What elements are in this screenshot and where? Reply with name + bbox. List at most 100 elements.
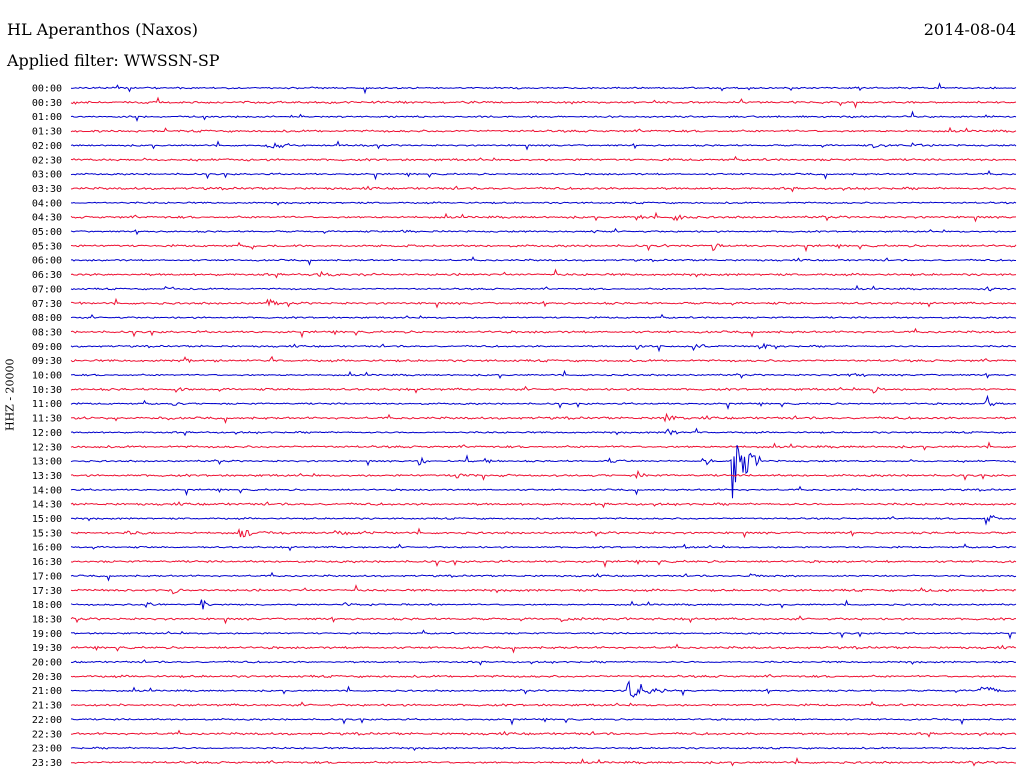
row-time-label: 14:00	[32, 485, 62, 496]
row-time-label: 17:30	[32, 586, 62, 597]
row-time-label: 09:30	[32, 356, 62, 367]
row-time-label: 16:30	[32, 557, 62, 568]
trace-row	[70, 110, 1017, 123]
trace-row	[70, 268, 1017, 279]
trace-row	[70, 469, 1017, 481]
trace-row	[70, 385, 1017, 394]
row-time-label: 10:00	[32, 371, 62, 382]
row-time-label: 00:00	[32, 84, 62, 95]
trace-row	[70, 746, 1017, 752]
trace-row	[70, 201, 1017, 206]
row-time-label: 19:00	[32, 629, 62, 640]
trace-row	[70, 342, 1017, 353]
row-time-label: 01:00	[32, 112, 62, 123]
row-time-label: 08:30	[32, 327, 62, 338]
row-time-label: 23:00	[32, 744, 62, 755]
trace-row	[70, 584, 1017, 595]
row-time-label: 08:00	[32, 313, 62, 324]
row-time-label: 16:00	[32, 543, 62, 554]
row-time-label: 18:00	[32, 600, 62, 611]
trace-row	[70, 369, 1017, 379]
row-time-label: 17:00	[32, 571, 62, 582]
trace-row	[70, 169, 1016, 181]
trace-row	[70, 256, 1017, 266]
trace-row	[70, 412, 1017, 424]
trace-row	[70, 126, 1017, 133]
row-time-label: 11:30	[32, 414, 62, 425]
trace-row	[70, 629, 1017, 640]
trace-row	[70, 659, 1017, 666]
trace-row	[70, 615, 1017, 625]
row-time-label: 21:00	[32, 686, 62, 697]
row-time-label: 02:00	[32, 141, 62, 152]
row-time-label: 07:00	[32, 284, 62, 295]
row-time-label: 23:30	[32, 758, 62, 769]
row-time-label: 15:30	[32, 528, 62, 539]
trace-row	[70, 571, 1017, 582]
row-time-label: 07:30	[32, 299, 62, 310]
trace-row	[70, 700, 1017, 707]
row-time-label: 01:30	[32, 127, 62, 138]
row-time-label: 02:30	[32, 155, 62, 166]
row-time-label: 18:30	[32, 614, 62, 625]
row-time-label: 05:00	[32, 227, 62, 238]
trace-row	[70, 543, 1017, 552]
trace-row	[70, 394, 1017, 410]
row-time-label: 12:00	[32, 428, 62, 439]
trace-row	[70, 140, 1017, 151]
trace-row	[70, 96, 1017, 109]
row-time-label: 10:30	[32, 385, 62, 396]
trace-row	[70, 599, 1017, 610]
row-time-label: 05:30	[32, 241, 62, 252]
trace-row	[70, 673, 1017, 679]
row-time-label: 13:30	[32, 471, 62, 482]
trace-row	[70, 241, 1017, 253]
row-time-label: 00:30	[32, 98, 62, 109]
filter-label: Applied filter: WWSSN-SP	[7, 51, 220, 70]
trace-row	[70, 527, 1017, 539]
row-time-label: 06:00	[32, 256, 62, 267]
row-time-label: 14:30	[32, 500, 62, 511]
trace-row	[70, 559, 1017, 568]
trace-row	[70, 82, 1017, 95]
row-time-label: 11:00	[32, 399, 62, 410]
trace-row	[70, 729, 1017, 738]
trace-row	[70, 211, 1017, 223]
row-time-label: 09:00	[32, 342, 62, 353]
trace-row	[71, 297, 1017, 309]
trace-row	[70, 643, 1017, 654]
row-time-label: 06:30	[32, 270, 62, 281]
trace-row	[70, 717, 1017, 726]
row-time-label: 04:30	[32, 213, 62, 224]
row-time-label: 21:30	[32, 701, 62, 712]
row-time-label: 22:00	[32, 715, 62, 726]
trace-row	[70, 284, 1017, 292]
row-time-label: 15:00	[32, 514, 62, 525]
row-time-label: 03:30	[32, 184, 62, 195]
row-time-label: 12:30	[32, 442, 62, 453]
trace-row	[70, 441, 1017, 451]
station-title: HL Aperanthos (Naxos)	[7, 20, 198, 39]
trace-row	[70, 155, 1017, 162]
trace-row	[70, 485, 1017, 497]
trace-row	[71, 756, 1017, 767]
row-time-label: 22:30	[32, 729, 62, 740]
trace-row	[70, 355, 1017, 364]
trace-row	[70, 444, 1017, 499]
row-time-label: 13:00	[32, 457, 62, 468]
row-time-label: 19:30	[32, 643, 62, 654]
date-label: 2014-08-04	[923, 20, 1016, 39]
trace-row	[70, 427, 1017, 437]
trace-row	[70, 313, 1017, 320]
trace-row	[70, 185, 1017, 193]
trace-row	[70, 514, 1017, 526]
row-time-label: 03:00	[32, 170, 62, 181]
trace-row	[70, 227, 1017, 236]
trace-row	[70, 680, 1017, 698]
row-time-label: 20:30	[32, 672, 62, 683]
trace-row	[70, 327, 1017, 339]
row-time-label: 04:00	[32, 198, 62, 209]
row-time-label: 20:00	[32, 658, 62, 669]
trace-row	[70, 501, 1017, 509]
